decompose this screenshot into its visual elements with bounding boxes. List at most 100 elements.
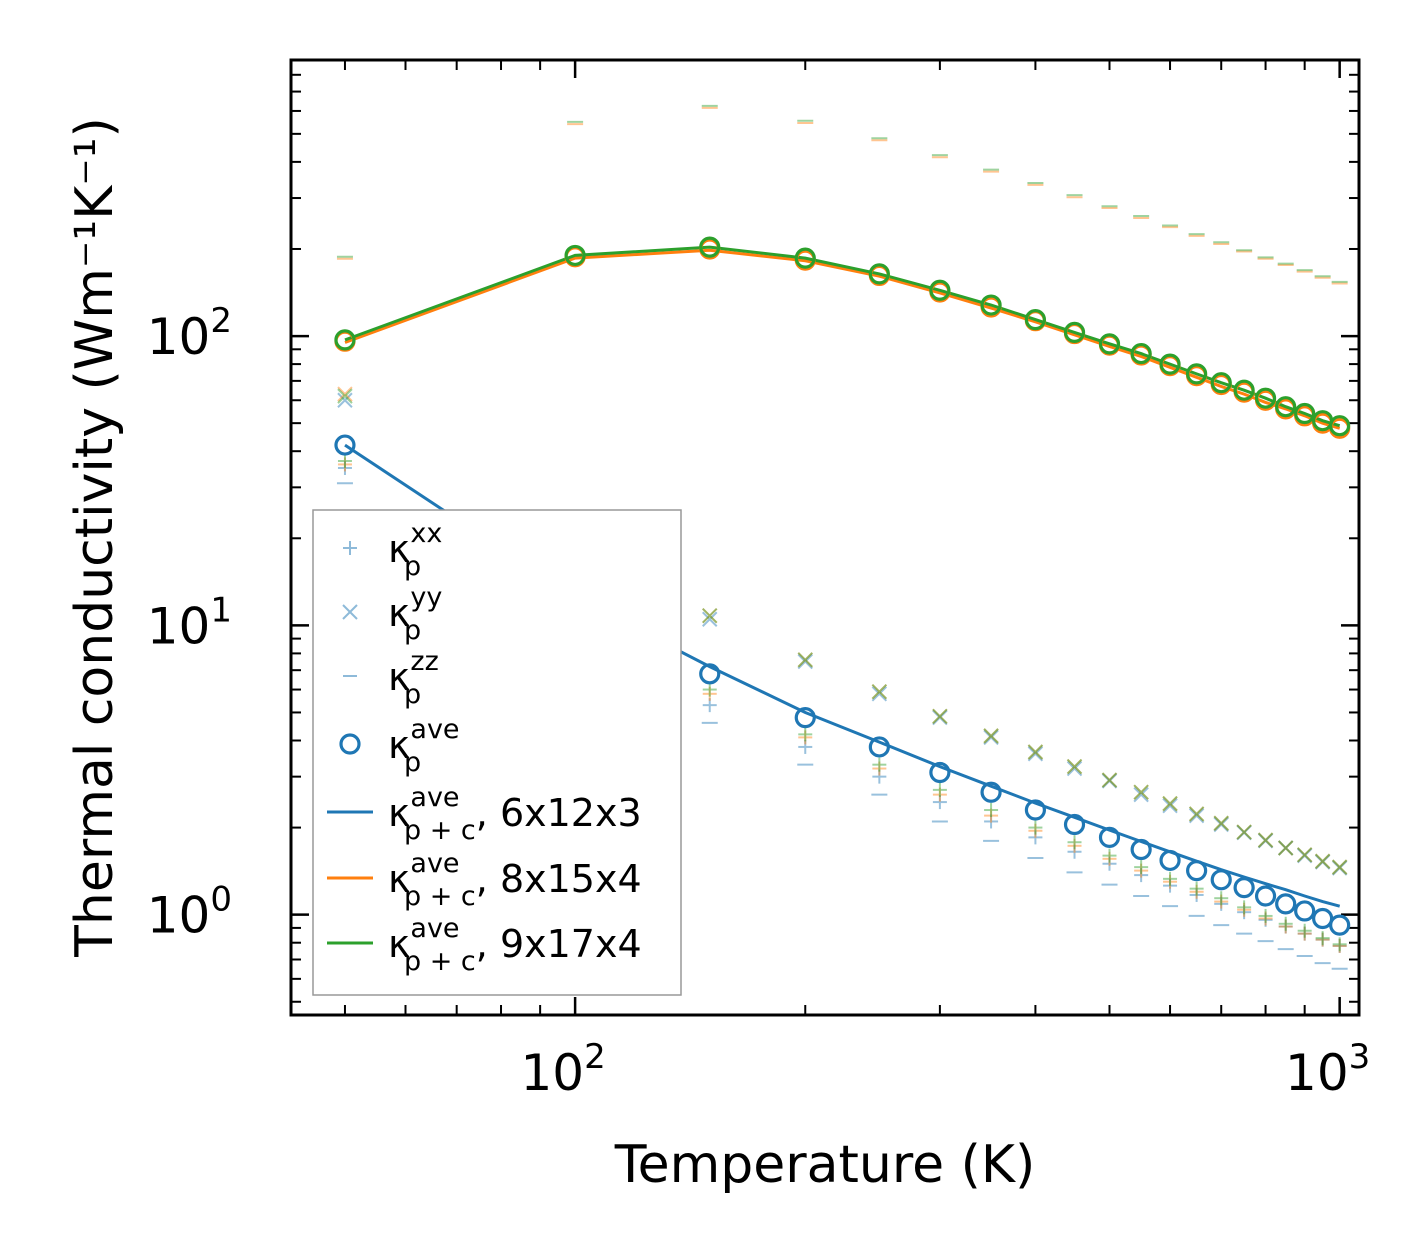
kappa-p-yy-point-b bbox=[702, 611, 718, 627]
kappa-p-ave-point-ring bbox=[1159, 849, 1181, 872]
kappa-p-yy-point-b bbox=[1101, 773, 1118, 789]
kappa-p-ave-point-ring bbox=[1233, 379, 1255, 401]
kappa-p-yy-point-a bbox=[983, 729, 999, 746]
kappa-p-xx-point bbox=[1258, 908, 1273, 923]
kappa-p-yy-point-a bbox=[932, 708, 948, 724]
kappa-p-yy-point-b bbox=[1331, 860, 1348, 876]
kappa-p-yy-point-b bbox=[1236, 824, 1252, 840]
kappa-p-xx-point bbox=[1315, 932, 1330, 947]
kappa-p-xx-point bbox=[1332, 937, 1347, 952]
kappa-p-ave-point-ring bbox=[980, 781, 1002, 803]
kappa-p-yy-point-b bbox=[1101, 772, 1118, 788]
kappa-p-xx-point bbox=[984, 803, 999, 818]
legend-marker-cross bbox=[342, 604, 358, 620]
kappa-p-yy-point-a bbox=[1066, 760, 1083, 777]
kappa-p-yy-point-b bbox=[1314, 854, 1331, 870]
kappa-p-xx-point bbox=[1214, 894, 1229, 909]
kappa-p-yy-point-b bbox=[1066, 758, 1083, 775]
kappa-p-ave-point bbox=[929, 279, 951, 301]
kappa-p-yy-point bbox=[932, 708, 948, 724]
kappa-p-yy-point-b bbox=[932, 709, 948, 726]
kappa-p-yy-point-a bbox=[1331, 860, 1348, 876]
kappa-p-yy-point-b bbox=[1027, 746, 1044, 762]
kappa-p-ave-point-ring bbox=[699, 236, 721, 258]
kappa-p-ave-point bbox=[699, 663, 721, 685]
kappa-p-yy-point-a bbox=[871, 686, 888, 702]
kappa-p-yy-point bbox=[871, 683, 888, 700]
kappa-p-yy-point-a bbox=[983, 728, 999, 744]
kappa-p-yy-point-a bbox=[1314, 853, 1331, 869]
kappa-p-yy-point bbox=[1133, 784, 1149, 800]
kappa-p-ave-point bbox=[1063, 813, 1086, 836]
kappa-p-yy-point bbox=[1188, 806, 1205, 822]
legend-entry: κyy p bbox=[342, 582, 442, 646]
kappa-p-ave-point-ring bbox=[1294, 402, 1316, 425]
kappa-p-yy-point bbox=[1331, 859, 1348, 875]
kappa-p-ave-point bbox=[1254, 885, 1277, 907]
kappa-p-ave-point-ring bbox=[1294, 900, 1316, 922]
kappa-p-yy-point-b bbox=[1066, 758, 1083, 775]
kappa-p-ave-point-ring bbox=[1063, 813, 1086, 836]
kappa-p-yy-point-a bbox=[1188, 807, 1205, 824]
kappa-p-xx-point bbox=[702, 682, 717, 697]
kappa-p-ave-point bbox=[1098, 333, 1121, 355]
kappa-p-yy-point bbox=[1314, 853, 1331, 869]
kappa-p-xx-point bbox=[932, 787, 947, 802]
kappa-p-ave-point-ring bbox=[1329, 415, 1351, 437]
kappa-p-ave-point-ring bbox=[1210, 372, 1232, 394]
kappa-p-ave-point bbox=[1294, 402, 1316, 425]
kappa-p-yy-point bbox=[1257, 832, 1274, 848]
kappa-p-xx-point bbox=[1028, 823, 1043, 838]
kappa-p-yy-point bbox=[1236, 824, 1252, 840]
kappa-p-yy-point-b bbox=[702, 607, 718, 624]
kappa-p-xx-point bbox=[984, 814, 999, 829]
kappa-p-yy-point-b bbox=[1213, 815, 1229, 831]
kappa-p-yy-point-b bbox=[1162, 795, 1178, 812]
kappa-p-xx-point bbox=[1237, 902, 1252, 917]
kappa-p-yy-point-a bbox=[797, 652, 813, 668]
kappa-p-yy-point bbox=[1314, 853, 1331, 869]
plot-frame bbox=[289, 58, 1361, 1017]
kappa-p-ave-point-ring bbox=[1233, 877, 1255, 899]
kappa-p-yy-point bbox=[337, 386, 353, 402]
kappa-p-yy-point-b bbox=[337, 388, 353, 404]
series-group-9x17x4 bbox=[336, 104, 1348, 952]
kappa-p-yy-point-b bbox=[797, 652, 813, 668]
kappa-p-ave-point-ring bbox=[1024, 799, 1047, 821]
kappa-p-yy-point bbox=[702, 607, 718, 624]
kappa-p-yy-point bbox=[1066, 758, 1083, 775]
kappa-p-yy-point bbox=[1101, 772, 1118, 788]
kappa-pc-ave-line-8x15x4 bbox=[344, 248, 1341, 430]
kappa-p-yy-point-b bbox=[1188, 807, 1205, 824]
kappa-p-ave-point bbox=[1186, 860, 1208, 882]
kappa-p-ave-point bbox=[699, 236, 721, 258]
kappa-p-yy-point-a bbox=[1236, 824, 1252, 840]
kappa-p-yy-point-b bbox=[932, 708, 948, 724]
legend-label: κave p bbox=[388, 714, 460, 778]
kappa-p-ave-point-ring bbox=[564, 244, 586, 267]
kappa-p-yy-point-a bbox=[1314, 853, 1331, 869]
kappa-p-yy-point bbox=[702, 611, 718, 627]
kappa-p-xx-point bbox=[1278, 916, 1293, 931]
kappa-p-ave-point bbox=[1159, 353, 1181, 375]
legend-label: κave p + c, 8x15x4 bbox=[388, 848, 642, 912]
kappa-p-xx-point bbox=[1189, 884, 1204, 899]
kappa-p-xx-point bbox=[337, 457, 352, 472]
kappa-p-xx-point bbox=[1163, 878, 1178, 893]
kappa-p-yy-point bbox=[1331, 859, 1348, 875]
kappa-p-ave-point bbox=[1063, 321, 1086, 343]
kappa-p-yy-point-b bbox=[1277, 840, 1294, 856]
kappa-p-ave-point-ring bbox=[1275, 396, 1297, 418]
kappa-p-yy-point-a bbox=[1162, 798, 1178, 814]
kappa-p-yy-point bbox=[932, 708, 948, 724]
kappa-p-yy-point-b bbox=[1236, 825, 1252, 841]
kappa-p-xx-point bbox=[1163, 871, 1178, 886]
kappa-p-yy-point-b bbox=[1314, 853, 1331, 869]
kappa-p-ave-point-ring bbox=[334, 329, 356, 351]
kappa-p-ave-point bbox=[1275, 893, 1297, 915]
kappa-p-yy-point-b bbox=[1133, 784, 1149, 800]
kappa-p-ave-series-9x17x4 bbox=[334, 236, 1351, 437]
kappa-p-ave-point bbox=[980, 294, 1002, 316]
kappa-p-yy-point-b bbox=[1133, 784, 1149, 800]
kappa-p-yy-point bbox=[1296, 847, 1313, 863]
